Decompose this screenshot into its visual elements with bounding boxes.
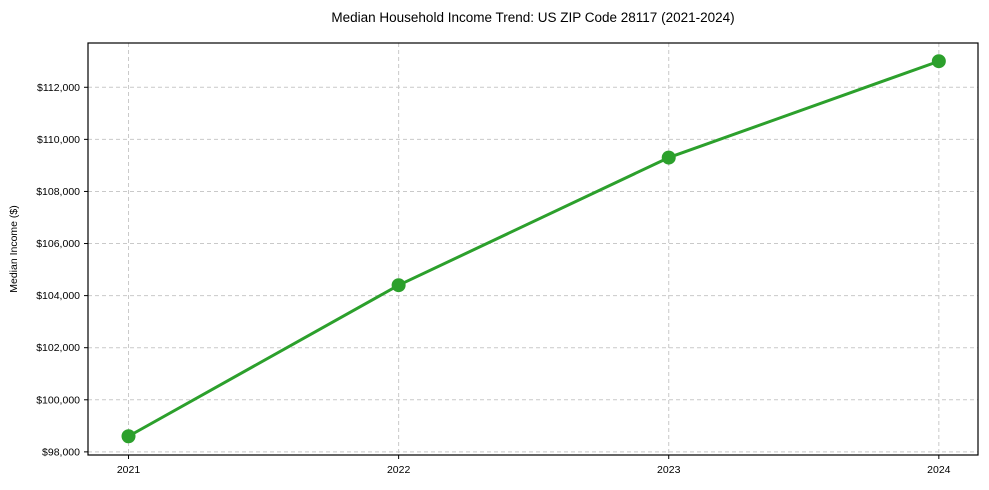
chart-title: Median Household Income Trend: US ZIP Co… bbox=[331, 10, 735, 25]
data-point-marker bbox=[931, 54, 946, 69]
y-tick-label: $112,000 bbox=[37, 82, 80, 94]
y-tick-label: $110,000 bbox=[37, 134, 80, 146]
x-tick-label: 2022 bbox=[387, 464, 411, 476]
y-tick-label: $100,000 bbox=[36, 394, 80, 406]
data-point-marker bbox=[661, 150, 676, 165]
y-tick-label: $106,000 bbox=[36, 238, 80, 250]
y-tick-label: $108,000 bbox=[36, 186, 80, 198]
y-tick-label: $98,000 bbox=[42, 446, 80, 458]
x-tick-label: 2024 bbox=[927, 464, 951, 476]
data-point-marker bbox=[121, 429, 136, 444]
plot-frame bbox=[87, 42, 979, 456]
x-tick-label: 2021 bbox=[117, 464, 141, 476]
y-tick-label: $104,000 bbox=[36, 290, 80, 302]
data-point-marker bbox=[391, 278, 406, 293]
trend-line bbox=[127, 59, 941, 438]
y-tick-label: $102,000 bbox=[36, 342, 80, 354]
x-tick-label: 2023 bbox=[657, 464, 681, 476]
